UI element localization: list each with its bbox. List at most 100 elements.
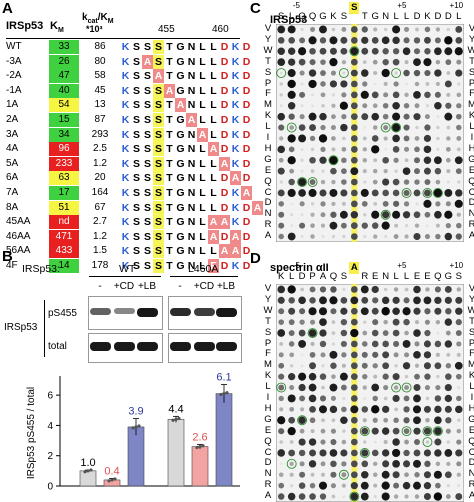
array-spot xyxy=(309,493,316,500)
residue: K xyxy=(231,70,240,83)
array-spot xyxy=(382,156,389,164)
array-spot xyxy=(444,394,453,403)
array-row-label: Y xyxy=(264,33,272,45)
array-column-label: P xyxy=(309,271,316,282)
residue: S xyxy=(143,260,151,272)
residue: L xyxy=(210,99,217,112)
residue: D xyxy=(220,99,229,112)
array-spot xyxy=(362,169,367,174)
array-spot xyxy=(340,80,348,88)
array-row-label: M xyxy=(468,359,474,371)
residue: A xyxy=(208,142,219,157)
array-spot xyxy=(445,222,451,229)
array-spot xyxy=(423,493,431,501)
blot-band-ps455 xyxy=(90,308,111,315)
array-spot xyxy=(320,92,326,98)
array-spot xyxy=(277,25,286,34)
array-spot xyxy=(445,201,451,207)
blot-group-bracket xyxy=(44,300,45,357)
array-spot xyxy=(403,189,410,197)
array-spot xyxy=(318,481,328,490)
array-spot xyxy=(423,471,431,479)
residue: G xyxy=(176,260,185,272)
array-spot xyxy=(299,222,306,229)
array-spot xyxy=(363,440,367,444)
array-spot xyxy=(319,373,327,380)
bar-chart: 0 2 4 6 IRSp53 pS455 / total 1.0 0.4 3.9 4.4 2.6 6… xyxy=(26,372,240,493)
array-spot xyxy=(331,342,336,346)
residue: S xyxy=(132,55,140,68)
array-spot xyxy=(290,484,294,488)
array-spot xyxy=(299,308,306,315)
array-spot xyxy=(436,331,440,335)
array-spot xyxy=(445,428,451,434)
y-tick-label: 2 xyxy=(47,451,53,462)
array-row-label: F xyxy=(469,88,474,100)
array-spot xyxy=(319,340,327,348)
array-spot xyxy=(403,124,410,131)
array-spot xyxy=(279,136,284,141)
array-spot xyxy=(393,482,400,489)
array-spot xyxy=(320,223,326,228)
table-row: -3A 26 80 K S A S T G N L L D K D xyxy=(6,54,250,70)
array-row-label: I xyxy=(470,132,474,143)
array-spot xyxy=(287,90,296,99)
array-row-label: I xyxy=(266,132,270,143)
array-spot xyxy=(373,374,378,379)
wt-residue-circle xyxy=(422,187,433,198)
wt-residue-circle xyxy=(276,382,287,393)
residue: D xyxy=(242,128,251,141)
blot-band-total xyxy=(170,342,191,351)
lane-label: +CD xyxy=(113,281,135,292)
array-spot xyxy=(350,362,358,370)
array-row-label: E xyxy=(468,164,474,176)
array-spot xyxy=(350,36,358,44)
residue: L xyxy=(199,84,206,97)
mut-bracket xyxy=(170,276,238,277)
residue: T xyxy=(166,245,173,258)
residue: D xyxy=(220,128,229,141)
residue: S xyxy=(153,156,164,171)
array-row-label: T xyxy=(469,315,474,327)
array-spot xyxy=(319,37,327,44)
array-spot xyxy=(403,103,410,109)
array-spot xyxy=(404,494,409,499)
array-column-label: Q xyxy=(329,271,338,282)
data-point xyxy=(131,426,135,430)
array-spot xyxy=(382,48,389,55)
table-row: 45AA nd 2.7 K S S S T G N L A A K D xyxy=(6,215,250,230)
array-spot xyxy=(278,395,284,402)
array-spot xyxy=(360,285,369,294)
array-spot xyxy=(350,156,358,164)
residue: K xyxy=(121,143,130,156)
blot-group-label: IRSp53 xyxy=(4,322,38,333)
array-spot xyxy=(319,189,327,197)
bar xyxy=(191,446,209,487)
array-spot xyxy=(457,180,461,184)
residue: L xyxy=(210,41,217,53)
residue: L xyxy=(210,70,217,83)
array-spot xyxy=(288,319,295,326)
residue: K xyxy=(231,55,240,68)
residue: S xyxy=(143,216,151,229)
bar-value-label: 1.0 xyxy=(80,457,95,469)
bar xyxy=(215,393,233,487)
residue: L xyxy=(199,55,206,68)
data-point xyxy=(113,477,117,481)
data-point xyxy=(198,445,202,449)
array-spot xyxy=(446,180,450,184)
array-spot xyxy=(372,351,379,358)
residue: D xyxy=(242,172,251,185)
array-row-label: F xyxy=(265,348,271,360)
array-spot xyxy=(350,351,358,359)
array-spot xyxy=(350,307,358,315)
array-row-label: L xyxy=(265,381,271,393)
array-spot xyxy=(372,168,378,174)
array-row-label: L xyxy=(265,121,271,133)
array-spot xyxy=(350,26,358,33)
wt-residue-circle xyxy=(391,382,402,393)
